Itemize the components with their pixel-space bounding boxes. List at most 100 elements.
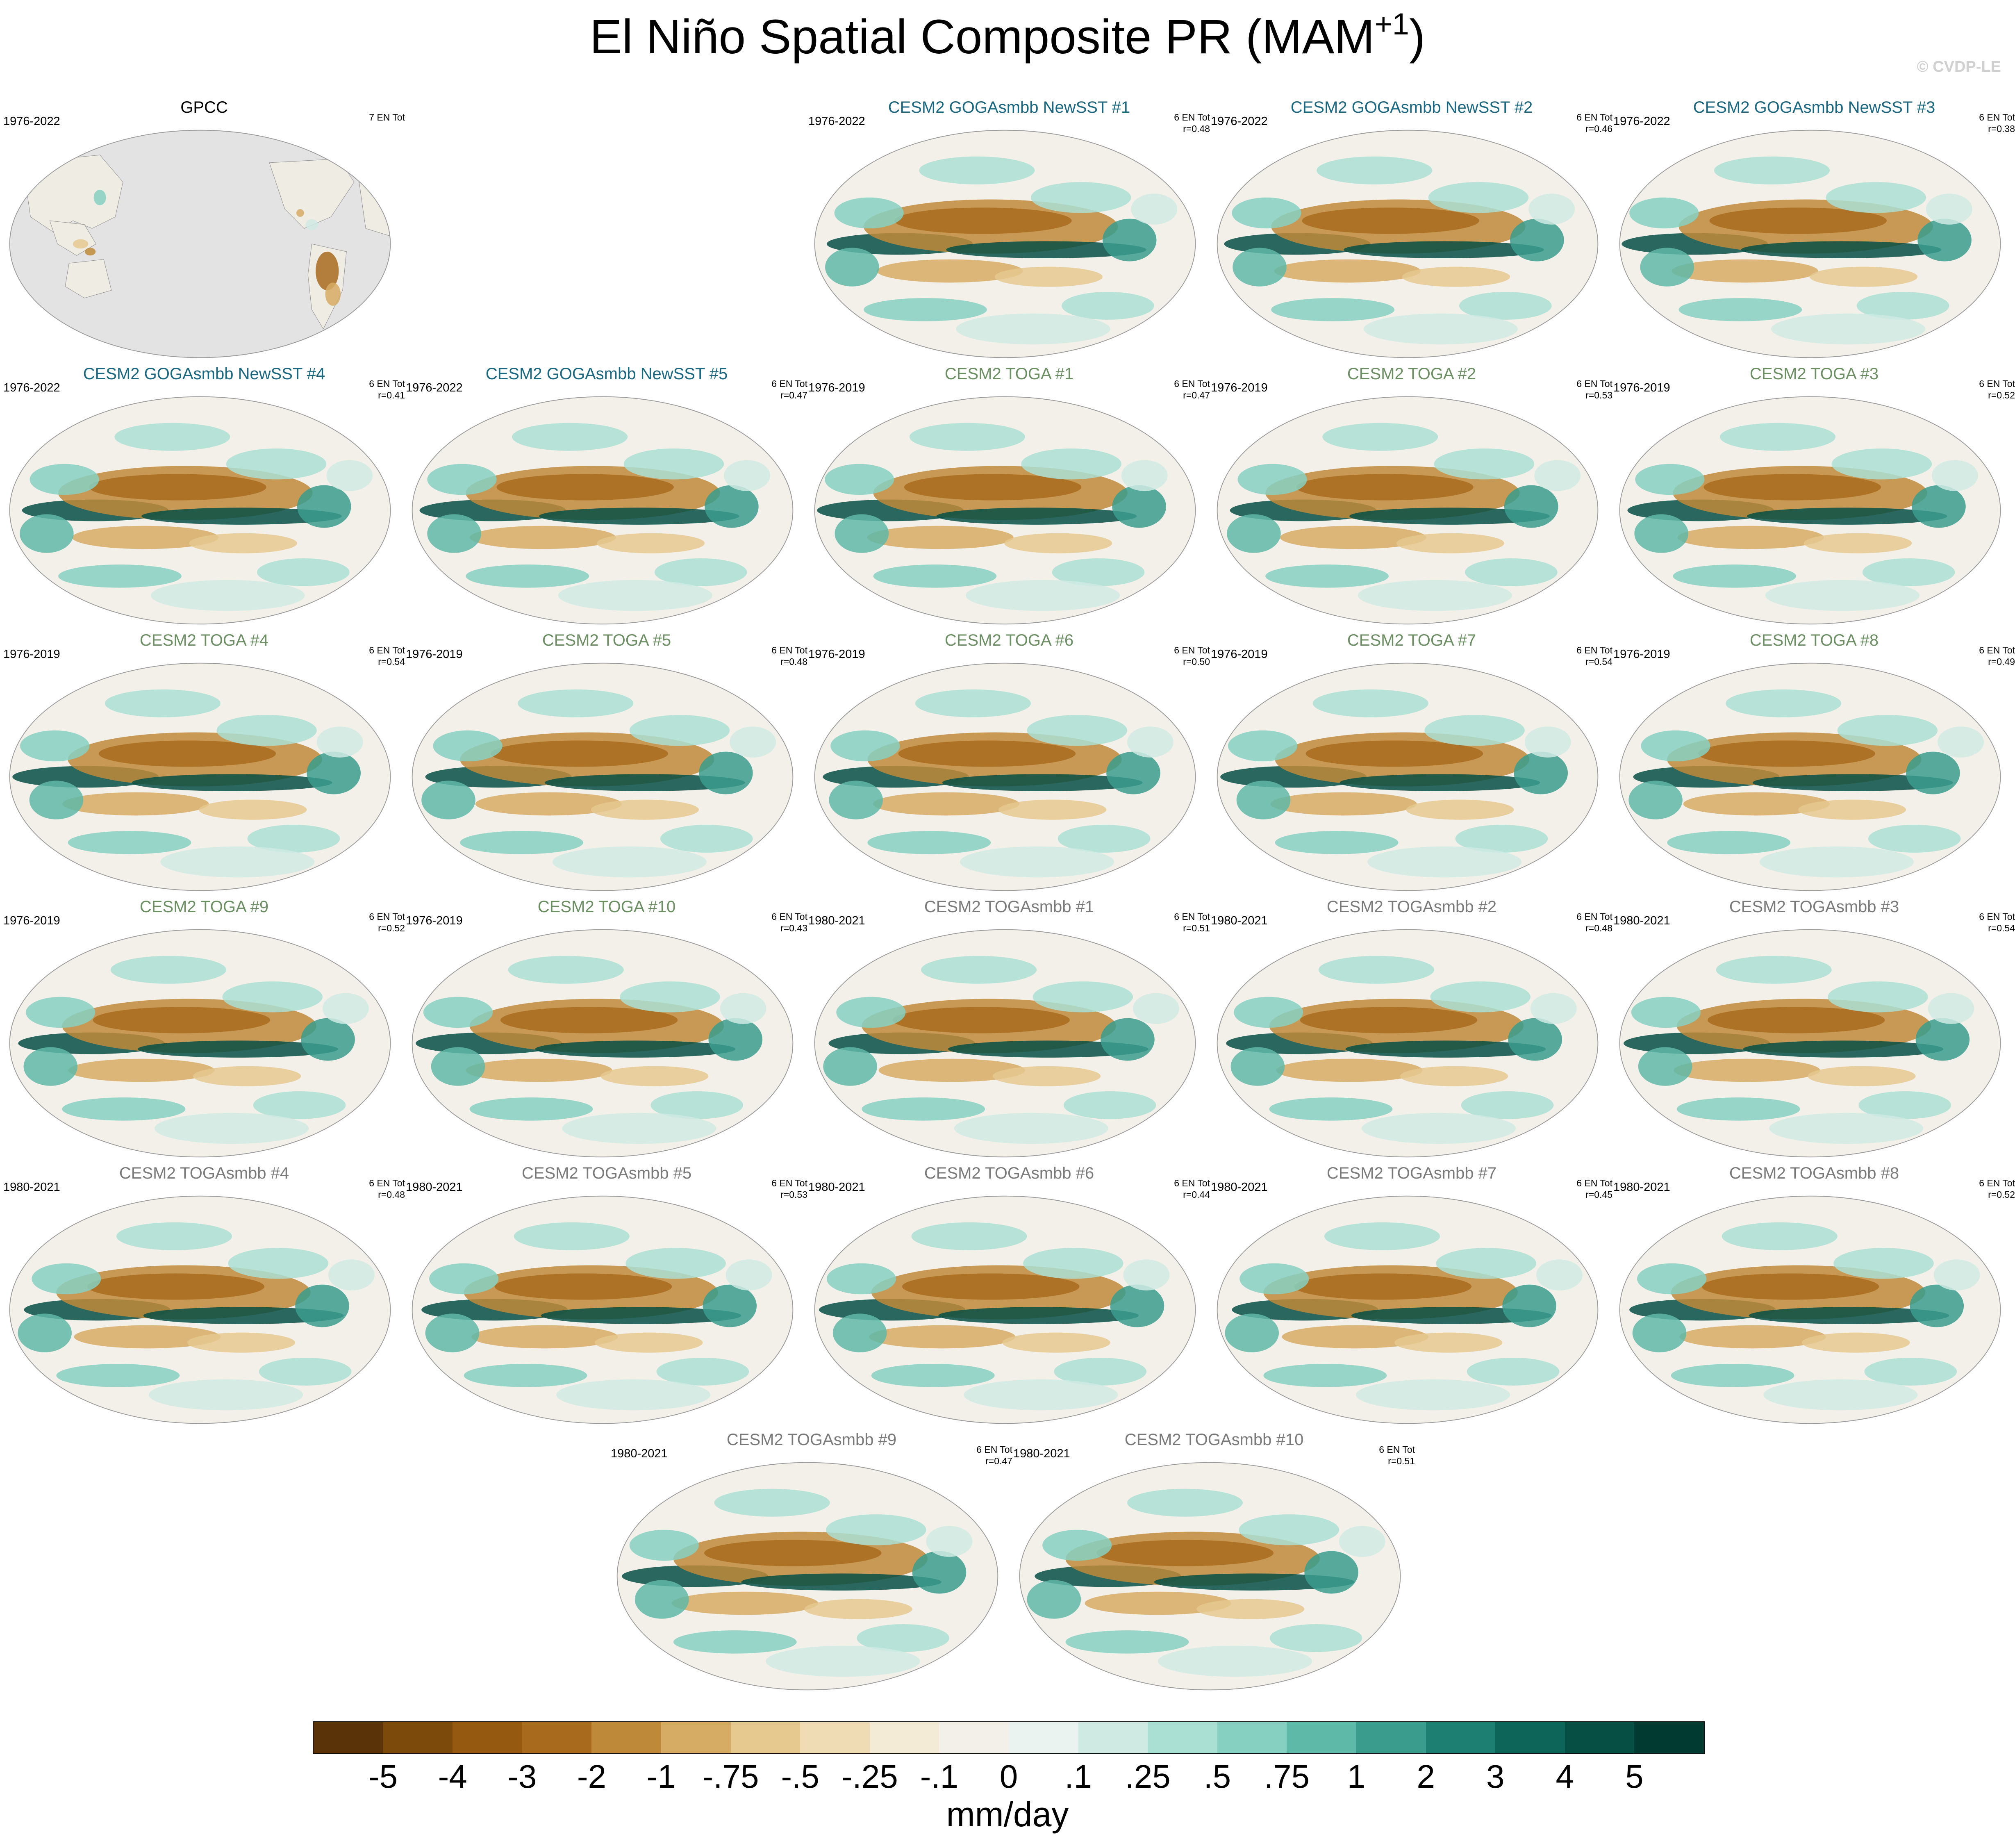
panel-event-count: 6 EN Tot: [1576, 911, 1612, 922]
panel-stats: 6 EN Tot r=0.47: [976, 1444, 1012, 1467]
panel-title: CESM2 GOGAsmbb NewSST #3: [1693, 98, 1935, 116]
colorbar-swatch: [314, 1722, 383, 1753]
colorbar-swatch: [1426, 1722, 1496, 1753]
map-panel: CESM2 TOGA #6 1976-2019 6 EN Tot r=0.50: [808, 631, 1210, 894]
map-panel: CESM2 TOGA #7 1976-2019 6 EN Tot r=0.54: [1211, 631, 1612, 894]
panel-event-count: 6 EN Tot: [1576, 1178, 1612, 1188]
panel-pattern-correlation: r=0.45: [1585, 1189, 1612, 1200]
precip-anomaly-map: [9, 130, 391, 358]
panel-years: 1976-2019: [1613, 381, 1670, 394]
panel-stats: 7 EN Tot: [369, 112, 405, 123]
panel-title: CESM2 TOGAsmbb #3: [1729, 898, 1899, 916]
colorbar-swatch: [661, 1722, 731, 1753]
panel-years: 1980-2021: [1613, 914, 1670, 927]
colorbar-tick-label: 3: [1486, 1758, 1505, 1795]
panel-pattern-correlation: r=0.52: [378, 923, 405, 933]
panel-years: 1980-2021: [808, 914, 865, 927]
panel-title: CESM2 TOGA #8: [1749, 631, 1879, 649]
precip-anomaly-map: [9, 396, 391, 625]
panel-stats: 6 EN Tot r=0.54: [1979, 911, 2015, 934]
panel-event-count: 6 EN Tot: [771, 378, 807, 389]
panel-stats: 6 EN Tot r=0.53: [1576, 378, 1612, 401]
colorbar-tick-label: 0: [999, 1758, 1018, 1795]
colorbar-swatch: [939, 1722, 1009, 1753]
precip-anomaly-map: [814, 662, 1196, 891]
panel-years: 1976-2022: [406, 381, 463, 394]
panel-title: CESM2 TOGA #3: [1749, 365, 1879, 383]
precip-anomaly-map: [1217, 662, 1599, 891]
precip-anomaly-map: [9, 1195, 391, 1424]
colorbar-swatch: [1148, 1722, 1217, 1753]
panel-stats: 6 EN Tot r=0.51: [1174, 911, 1210, 934]
map-panel: CESM2 TOGAsmbb #10 1980-2021 6 EN Tot r=0.5…: [1013, 1431, 1415, 1693]
panel-title: CESM2 TOGA #7: [1347, 631, 1476, 649]
panel-years: 1980-2021: [808, 1181, 865, 1194]
panel-years: 1976-2022: [808, 115, 865, 128]
panel-pattern-correlation: r=0.53: [1585, 390, 1612, 401]
panel-stats: 6 EN Tot r=0.48: [1576, 911, 1612, 934]
map-panel: CESM2 TOGA #9 1976-2019 6 EN Tot r=0.52: [3, 898, 405, 1160]
panel-title: CESM2 TOGAsmbb #6: [924, 1164, 1094, 1182]
panel-years: 1976-2019: [3, 648, 60, 661]
panel-years: 1976-2019: [406, 648, 463, 661]
colorbar-tick-label: -5: [368, 1758, 398, 1795]
colorbar-tick-label: 2: [1417, 1758, 1435, 1795]
map-panel: CESM2 TOGAsmbb #5 1980-2021 6 EN Tot r=0.53: [406, 1164, 807, 1427]
panel-years: 1976-2022: [1211, 115, 1268, 128]
panel-title: CESM2 TOGAsmbb #10: [1124, 1431, 1304, 1449]
panel-title: CESM2 TOGA #5: [542, 631, 671, 649]
panel-event-count: 6 EN Tot: [369, 645, 405, 655]
precip-anomaly-map: [1217, 929, 1599, 1158]
panel-stats: 6 EN Tot r=0.48: [771, 644, 807, 667]
colorbar-swatch: [800, 1722, 870, 1753]
panel-pattern-correlation: r=0.47: [985, 1456, 1012, 1466]
panel-pattern-correlation: r=0.52: [1988, 390, 2015, 401]
panel-pattern-correlation: r=0.41: [378, 390, 405, 401]
precip-anomaly-map: [814, 396, 1196, 625]
panel-event-count: 6 EN Tot: [1576, 378, 1612, 389]
precip-anomaly-map: [412, 662, 794, 891]
map-panel: CESM2 TOGAsmbb #3 1980-2021 6 EN Tot r=0.54: [1613, 898, 2015, 1160]
panel-event-count: 6 EN Tot: [1576, 645, 1612, 655]
panel-title: CESM2 GOGAsmbb NewSST #1: [888, 98, 1130, 116]
colorbar-tick-label: 4: [1556, 1758, 1574, 1795]
map-panel: CESM2 GOGAsmbb NewSST #3 1976-2022 6 EN To…: [1613, 98, 2015, 361]
panel-pattern-correlation: r=0.54: [1585, 656, 1612, 667]
colorbar-swatch: [1565, 1722, 1635, 1753]
panel-pattern-correlation: r=0.51: [1388, 1456, 1415, 1466]
colorbar-swatch: [1078, 1722, 1148, 1753]
panel-stats: 6 EN Tot r=0.45: [1576, 1177, 1612, 1200]
panel-pattern-correlation: r=0.44: [1183, 1189, 1210, 1200]
precip-anomaly-map: [1619, 130, 2001, 358]
map-panel: CESM2 TOGA #3 1976-2019 6 EN Tot r=0.52: [1613, 365, 2015, 627]
map-panel: GPCC 1976-2022 7 EN Tot: [3, 98, 405, 361]
colorbar-tick-label: .75: [1264, 1758, 1310, 1795]
panel-years: 1976-2022: [3, 381, 60, 394]
precip-anomaly-map: [616, 1462, 998, 1691]
precip-anomaly-map: [9, 662, 391, 891]
panel-pattern-correlation: r=0.49: [1988, 656, 2015, 667]
panel-pattern-correlation: r=0.43: [780, 923, 807, 933]
panel-stats: 6 EN Tot r=0.52: [1979, 1177, 2015, 1200]
precip-anomaly-map: [412, 929, 794, 1158]
panel-stats: 6 EN Tot r=0.47: [771, 378, 807, 401]
panel-title: GPCC: [180, 98, 228, 116]
map-panel: CESM2 TOGA #5 1976-2019 6 EN Tot r=0.48: [406, 631, 807, 894]
colorbar-swatch: [1356, 1722, 1426, 1753]
panel-pattern-correlation: r=0.50: [1183, 656, 1210, 667]
panel-event-count: 6 EN Tot: [1576, 112, 1612, 123]
colorbar-tick-label: -1: [646, 1758, 676, 1795]
panel-event-count: 6 EN Tot: [976, 1444, 1012, 1455]
precip-anomaly-map: [412, 1195, 794, 1424]
precip-anomaly-map: [814, 1195, 1196, 1424]
panel-stats: 6 EN Tot r=0.50: [1174, 644, 1210, 667]
colorbar-tick-label: .5: [1203, 1758, 1231, 1795]
panel-years: 1976-2019: [1211, 648, 1268, 661]
panel-years: 1980-2021: [3, 1181, 60, 1194]
precip-anomaly-map: [1619, 396, 2001, 625]
precip-anomaly-map: [9, 929, 391, 1158]
panel-years: 1980-2021: [1013, 1447, 1070, 1460]
precip-anomaly-map: [1619, 662, 2001, 891]
panel-title: CESM2 GOGAsmbb NewSST #4: [83, 365, 325, 383]
panel-title: CESM2 TOGA #4: [139, 631, 269, 649]
